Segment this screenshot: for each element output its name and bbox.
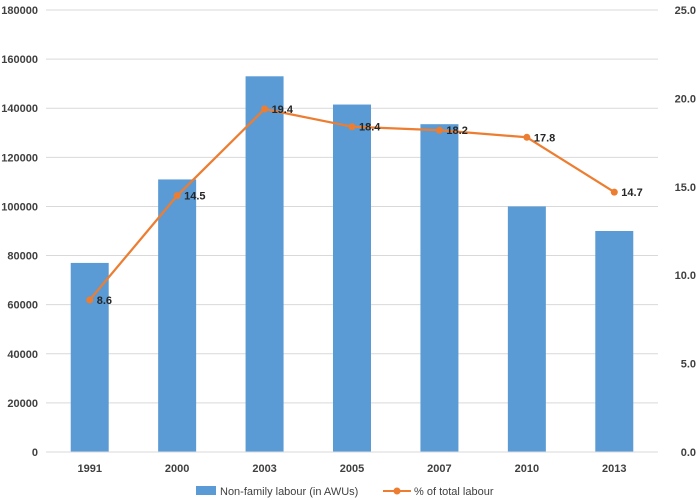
bar [420,124,459,452]
line-point [348,123,356,131]
x-tick-label: 2013 [602,463,626,475]
x-tick-label: 2000 [165,463,189,475]
legend-label-bar: Non-family labour (in AWUs) [220,486,358,498]
bar [595,231,634,452]
legend-swatch-bar [196,486,216,495]
legend: Non-family labour (in AWUs) % of total la… [196,486,494,498]
y-right-tick-label: 10.0 [675,270,696,282]
line-data-label: 14.5 [184,191,205,203]
data-labels: 8.6 14.5 19.4 18.4 18.2 17.8 14.7 [97,104,643,307]
line-data-label: 18.2 [446,125,467,137]
line-data-label: 17.8 [534,132,555,144]
y-left-tick-label: 100000 [1,201,38,213]
line-point [610,188,618,196]
line-data-label: 18.4 [359,122,381,134]
line-point [435,126,443,134]
y-left-tick-label: 60000 [7,300,38,312]
x-tick-label: 2007 [427,463,451,475]
y-right-tick-label: 15.0 [675,182,696,194]
legend-label-line: % of total labour [414,486,494,498]
x-tick-label: 1991 [77,463,101,475]
y-left-tick-label: 20000 [7,398,38,410]
y-left-tick-label: 120000 [1,152,38,164]
bar-series [70,76,634,453]
line-point [86,296,94,304]
bar [158,179,197,452]
legend-swatch-marker [393,487,401,495]
x-tick-label: 2005 [340,463,364,475]
y-left-tick-label: 40000 [7,349,38,361]
y-left-tick-label: 0 [32,447,38,459]
axes: 0 20000 40000 60000 80000 100000 120000 140000 1… [1,5,696,475]
y-right-tick-label: 20.0 [675,93,696,105]
y-right-tick-label: 5.0 [681,359,696,371]
y-left-tick-label: 140000 [1,103,38,115]
bar [70,262,109,452]
line-data-label: 14.7 [621,187,642,199]
x-tick-label: 2003 [252,463,276,475]
y-right-tick-label: 25.0 [675,5,696,17]
line-series [86,105,618,304]
line-data-label: 19.4 [272,104,294,116]
bar [507,206,546,452]
line-point [523,133,531,141]
y-left-tick-label: 180000 [1,5,38,17]
y-left-tick-label: 160000 [1,54,38,66]
line-point [173,192,181,200]
x-tick-label: 2010 [515,463,539,475]
line-point [261,105,269,113]
line-data-label: 8.6 [97,295,112,307]
bar [245,76,284,453]
bar [333,104,371,453]
y-left-tick-label: 80000 [7,251,38,263]
y-right-tick-label: 0.0 [681,447,696,459]
